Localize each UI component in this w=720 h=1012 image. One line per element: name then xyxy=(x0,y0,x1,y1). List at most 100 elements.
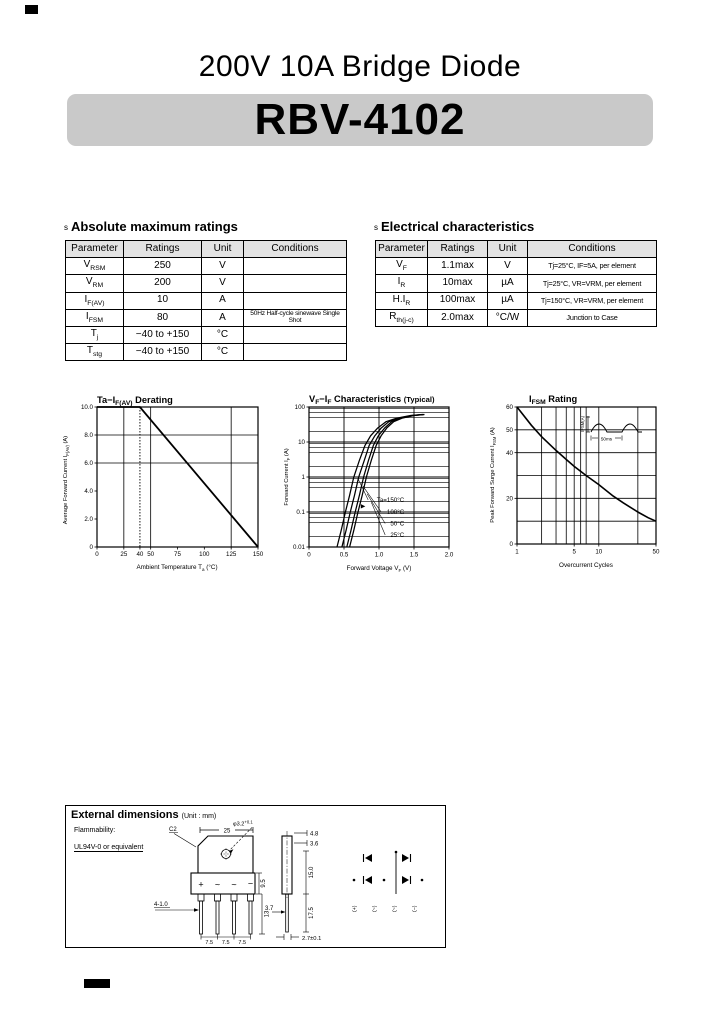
curve-label: 25°C xyxy=(390,532,404,539)
internal-circuit: (+) (~) (~) (−) xyxy=(352,850,424,912)
curve-label: 50°C xyxy=(390,520,404,527)
y-tick-label: 50 xyxy=(506,427,513,434)
chart-title: IFSM Rating xyxy=(529,394,578,406)
side-width-dim: 3.7 xyxy=(265,906,274,912)
section-bullet: s xyxy=(374,223,378,232)
unit-cell: µA xyxy=(487,291,528,310)
ratings-cell: 2.0max xyxy=(427,308,488,327)
part-number: RBV-4102 xyxy=(254,95,466,144)
conditions-cell: Tj=25°C, VR=VRM, per element xyxy=(527,274,657,293)
y-tick-label: 4.0 xyxy=(84,488,93,495)
y-tick-label: 0 xyxy=(510,541,514,548)
conditions-cell xyxy=(243,325,347,345)
derating-chart: 10.0 8.0 6.0 4.0 2.0 0 0 25 40 50 75 100 125 150 Ta−IF… xyxy=(60,394,275,581)
x-tick-label: 50 xyxy=(147,551,154,558)
x-axis-label: Forward Voltage VF (V) xyxy=(347,565,412,573)
side-lead xyxy=(285,893,289,933)
gridline xyxy=(371,502,386,536)
y-tick-label: 2.0 xyxy=(84,516,93,523)
flammability-label: Flammability: xyxy=(74,827,116,834)
data-curve xyxy=(341,413,424,548)
y-tick-label: 0.01 xyxy=(293,544,306,551)
y-axis-label: Forward Current IF (A) xyxy=(284,448,291,505)
y-tick-label: 10 xyxy=(298,439,305,446)
x-tick-label: 10 xyxy=(595,549,602,556)
x-tick-label: 100 xyxy=(199,551,210,558)
curve-label: Ta=150°C xyxy=(377,497,405,504)
gridline xyxy=(362,485,382,513)
page-title: 200V 10A Bridge Diode xyxy=(198,50,522,83)
ratings-cell: 200 xyxy=(123,274,202,293)
col-header-conditions: Conditions xyxy=(243,239,347,259)
plot-border xyxy=(516,406,657,545)
ratings-cell: 1.1max xyxy=(427,257,488,276)
ratings-cell: 250 xyxy=(123,257,202,276)
unit-cell: V xyxy=(201,257,244,276)
data-curve xyxy=(336,413,423,548)
circuit-terminal-label: (~) xyxy=(372,905,378,912)
leads xyxy=(197,893,254,935)
terminal-strip xyxy=(190,872,256,895)
chart-title: Ta−IF(AV) Derating xyxy=(97,395,173,407)
y-tick-label: 0 xyxy=(90,544,94,551)
table-row: Tstg −40 to +150 °C xyxy=(65,343,347,362)
x-axis-label: Overcurrent Cycles xyxy=(559,562,613,569)
x-tick-label: 75 xyxy=(174,551,181,558)
side-view: 4.8 3.6 15.0 17.5 3.7 2.7±0.1 xyxy=(265,830,321,942)
table-row: VRM 200 V xyxy=(65,274,347,293)
hole-dim: φ3.2+0.1 xyxy=(233,820,253,828)
side-lead-length-dim: 17.5 xyxy=(309,907,315,919)
conditions-cell: 50Hz Half-cycle sinewave Single Shot xyxy=(243,308,347,327)
x-tick-label: 1 xyxy=(515,549,519,556)
abs-max-table: Parameter Ratings Unit Conditions VRSM 25… xyxy=(65,239,347,362)
table-row: IF(AV) 10 A xyxy=(65,291,347,310)
unit-cell: V xyxy=(487,257,528,276)
inset-time-label: 50ms xyxy=(601,437,613,442)
print-mark-top-left xyxy=(25,5,38,14)
unit-cell: A xyxy=(201,291,244,310)
surge-waveform xyxy=(590,423,642,433)
x-axis-label: Ambient Temperature Ta (°C) xyxy=(136,563,217,572)
gridline xyxy=(357,478,369,501)
table-row: H.IR 100max µA Tj=150°C, VR=VRM, per elemen… xyxy=(375,291,657,310)
y-tick-label: 100 xyxy=(295,404,306,411)
side-dim-1: 4.8 xyxy=(310,832,319,838)
table-row: IFSM 80 A 50Hz Half-cycle sinewave Single S… xyxy=(65,308,347,327)
side-dim-2: 3.6 xyxy=(310,842,319,848)
side-bottom-dim: 2.7±0.1 xyxy=(302,936,321,942)
param-cell: IR xyxy=(375,274,428,293)
data-curve xyxy=(348,413,425,548)
y-axis-label: Peak Forward Surge Current IFSM (A) xyxy=(490,427,497,523)
ratings-cell: 100max xyxy=(427,291,488,310)
side-body-height-dim: 15.0 xyxy=(309,866,315,878)
arrow-marker xyxy=(360,504,366,509)
data-curve xyxy=(97,406,259,548)
pitch-dim: 7.5 xyxy=(238,940,246,945)
external-dimensions-box: External dimensions (Unit : mm) Flammabi… xyxy=(65,805,446,948)
front-view: 25 C2 φ3.2+0.1 + ~ ~ − xyxy=(154,820,271,945)
chart-title: VF−IF Characteristics (Typical) xyxy=(309,394,435,406)
x-tick-label: 50 xyxy=(653,549,660,556)
x-tick-label: 1.0 xyxy=(375,552,384,559)
lead-width-dim: 4-1.0 xyxy=(154,902,168,908)
table-row: VF 1.1max V Tj=25°C, IF=5A, per element xyxy=(375,257,657,276)
y-tick-label: 6.0 xyxy=(84,460,93,467)
x-tick-label: 5 xyxy=(572,549,576,556)
x-tick-label: 0 xyxy=(307,552,311,559)
param-cell: Rth(j-c) xyxy=(375,308,428,327)
x-tick-label: 40 xyxy=(136,551,143,558)
electrical-table: Parameter Ratings Unit Conditions VF 1.1m… xyxy=(375,239,657,327)
col-header-conditions: Conditions xyxy=(527,239,657,259)
vf-if-chart-svg: 100 10 1 0.1 0.010 0.5 1.0 1.5 2.0 Ta=150°C 100°C 5… xyxy=(284,394,454,573)
conditions-cell xyxy=(243,274,347,293)
section-abs-max: s Absolute maximum ratings xyxy=(64,219,238,234)
param-cell: Tj xyxy=(65,325,124,345)
x-tick-label: 1.5 xyxy=(410,552,419,559)
y-tick-label: 1 xyxy=(302,474,306,481)
param-cell: VF xyxy=(375,257,428,276)
y-tick-label: 0.1 xyxy=(296,509,305,516)
ifsm-chart: 60 50 40 20 0 1 5 10 50 IFSM Rating Overcurrent Cy… xyxy=(488,392,684,585)
print-mark-bottom-left xyxy=(84,979,110,988)
unit-cell: µA xyxy=(487,274,528,293)
unit-cell: A xyxy=(201,308,244,327)
